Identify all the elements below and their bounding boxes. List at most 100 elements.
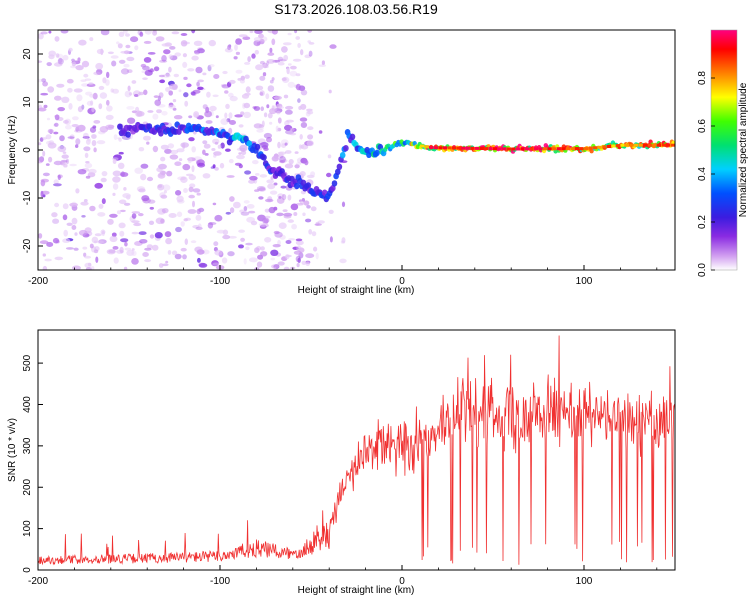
noise-blob — [283, 94, 289, 99]
noise-blob — [94, 182, 103, 189]
y-tick-label: 0 — [22, 567, 33, 573]
noise-blob — [62, 238, 71, 243]
noise-blob — [143, 57, 152, 63]
noise-blob — [191, 165, 195, 173]
noise-blob — [53, 183, 62, 187]
noise-blob — [291, 223, 297, 230]
noise-blob — [271, 30, 278, 35]
noise-blob — [266, 59, 275, 64]
noise-blob — [206, 91, 211, 98]
noise-blob — [317, 220, 325, 224]
noise-blob — [186, 83, 192, 88]
noise-blob — [127, 85, 131, 92]
noise-blob — [106, 249, 116, 255]
noise-blob — [281, 46, 288, 53]
noise-blob — [297, 257, 301, 264]
noise-blob — [306, 205, 311, 209]
ridge-core — [665, 143, 671, 147]
noise-blob — [42, 265, 48, 270]
noise-blob — [295, 238, 303, 242]
noise-blob — [284, 142, 288, 146]
noise-blob — [123, 187, 127, 191]
noise-blob — [140, 163, 149, 169]
noise-blob — [298, 106, 302, 110]
noise-blob — [214, 141, 219, 145]
noise-blob — [111, 60, 117, 67]
noise-blob — [202, 173, 211, 179]
noise-blob — [300, 122, 308, 128]
noise-blob — [295, 240, 304, 246]
noise-blob — [279, 156, 286, 163]
noise-blob — [209, 64, 215, 68]
noise-blob — [197, 223, 202, 230]
ridge-core — [597, 145, 602, 149]
noise-blob — [259, 142, 268, 146]
ridge-core — [461, 146, 466, 150]
noise-blob — [215, 115, 219, 119]
noise-blob — [196, 81, 200, 87]
noise-blob — [38, 142, 42, 146]
noise-blob — [158, 263, 164, 268]
noise-blob — [165, 260, 169, 264]
noise-blob — [254, 49, 259, 55]
noise-blob — [180, 221, 185, 227]
noise-blob — [299, 117, 308, 122]
noise-blob — [97, 212, 106, 217]
noise-blob — [195, 226, 203, 230]
noise-blob — [341, 201, 346, 208]
noise-blob — [62, 151, 67, 154]
noise-blob — [310, 171, 316, 177]
noise-blob — [279, 234, 286, 240]
noise-blob — [55, 53, 60, 58]
noise-blob — [188, 174, 196, 181]
noise-blob — [38, 107, 47, 112]
noise-blob — [308, 229, 313, 235]
snr-frame — [37, 329, 676, 571]
noise-blob — [91, 140, 97, 147]
ridge-core — [452, 146, 457, 150]
spectrogram-marks — [38, 30, 675, 270]
noise-blob — [101, 230, 106, 237]
noise-blob — [277, 261, 285, 266]
noise-blob — [146, 176, 154, 182]
ridge-core — [588, 146, 593, 150]
noise-blob — [139, 239, 148, 244]
noise-blob — [229, 95, 238, 102]
noise-blob — [169, 46, 176, 50]
noise-blob — [73, 247, 79, 251]
noise-blob — [267, 183, 276, 190]
noise-blob — [144, 69, 153, 76]
noise-blob — [101, 198, 106, 205]
noise-blob — [281, 77, 287, 81]
noise-blob — [131, 80, 137, 84]
noise-blob — [233, 201, 241, 209]
noise-blob — [288, 238, 296, 241]
noise-blob — [119, 246, 124, 254]
noise-blob — [289, 132, 297, 136]
ridge-core — [634, 143, 639, 147]
noise-blob — [40, 179, 46, 187]
noise-blob — [256, 245, 262, 251]
noise-blob — [162, 184, 171, 191]
noise-blob — [268, 206, 276, 214]
noise-blob — [112, 176, 121, 183]
noise-blob — [285, 150, 292, 154]
noise-blob — [261, 120, 265, 128]
noise-blob — [267, 52, 275, 56]
noise-blob — [214, 167, 219, 171]
noise-blob — [131, 250, 137, 256]
noise-blob — [42, 172, 50, 177]
noise-blob — [287, 81, 295, 88]
noise-blob — [48, 30, 52, 34]
noise-blob — [307, 126, 314, 131]
noise-blob — [191, 30, 196, 34]
noise-blob — [40, 190, 44, 198]
noise-blob — [290, 65, 297, 70]
ridge-core — [615, 144, 621, 148]
noise-blob — [249, 30, 254, 34]
noise-blob — [125, 194, 131, 200]
noise-blob — [123, 50, 130, 55]
ridge-blob — [125, 131, 131, 138]
noise-blob — [339, 258, 347, 264]
noise-blob — [228, 92, 234, 98]
